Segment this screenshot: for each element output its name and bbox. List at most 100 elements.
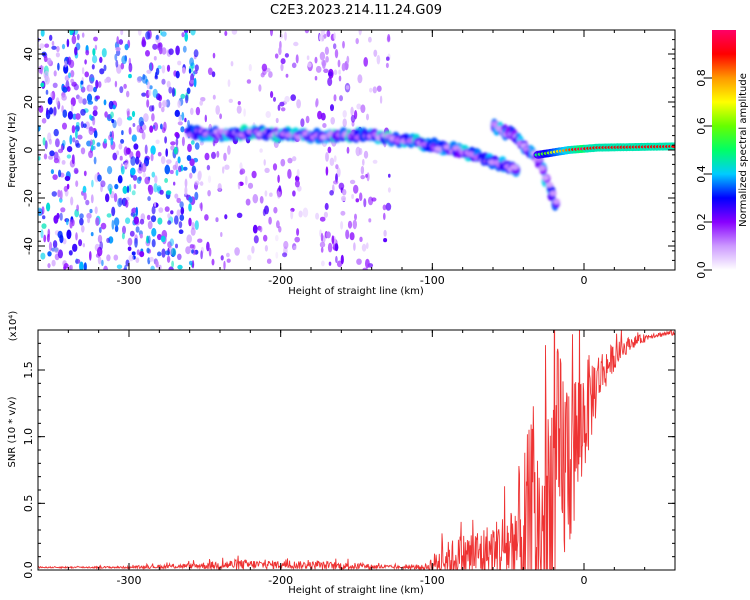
heatmap-cell xyxy=(105,193,110,203)
heatmap-cell xyxy=(132,175,138,181)
heatmap-cell xyxy=(160,123,163,130)
heatmap-cell xyxy=(141,36,146,47)
snr-panel: -300 -200 -100 0 0.0 0.5 1.0 1.5 Height of stra… xyxy=(7,311,676,596)
heatmap-cell xyxy=(151,171,156,178)
heatmap-cell xyxy=(113,217,120,227)
heatmap-cell xyxy=(335,255,338,264)
heatmap-cell xyxy=(191,165,196,174)
heatmap-cell xyxy=(53,128,59,137)
heatmap-cell xyxy=(354,213,357,221)
heatmap-cell xyxy=(350,106,354,117)
heatmap-cell xyxy=(264,190,268,197)
heatmap-cell xyxy=(383,212,386,220)
heatmap-cell xyxy=(52,174,58,181)
heatmap-cell xyxy=(47,228,51,238)
heatmap-cell xyxy=(302,207,309,218)
colorbar-tick-label: 0.0 xyxy=(695,261,708,279)
heatmap-cell xyxy=(141,131,146,140)
heatmap-cell xyxy=(363,198,367,208)
heatmap-cell xyxy=(93,105,98,111)
heatmap-cell xyxy=(165,148,168,157)
heatmap-cell xyxy=(103,64,107,72)
heatmap-cell xyxy=(48,241,53,251)
heatmap-cell xyxy=(298,210,303,218)
heatmap-cell xyxy=(104,111,108,118)
heatmap-cell xyxy=(146,214,151,220)
heatmap-cell xyxy=(305,115,310,124)
heatmap-cell xyxy=(138,116,144,127)
heatmap-cell xyxy=(116,150,119,156)
heatmap-cell xyxy=(211,71,216,78)
heatmap-cell xyxy=(179,214,185,221)
heatmap-cell xyxy=(327,146,332,154)
heatmap-cell xyxy=(186,234,192,244)
heatmap-cell xyxy=(60,145,64,152)
heatmap-cell xyxy=(184,117,187,123)
heatmap-cell xyxy=(200,202,203,212)
heatmap-cell xyxy=(386,56,390,61)
heatmap-cell xyxy=(82,185,87,194)
heatmap-cell xyxy=(141,162,147,173)
heatmap-cell xyxy=(175,160,179,171)
spectrogram-y-tick-label: 20 xyxy=(22,95,35,109)
heatmap-cell xyxy=(65,80,70,90)
heatmap-cell xyxy=(147,184,152,193)
heatmap-cell xyxy=(68,72,71,79)
heatmap-cell xyxy=(280,58,286,65)
heatmap-cell xyxy=(363,57,369,67)
heatmap-cell xyxy=(150,145,156,155)
heatmap-cell xyxy=(168,86,173,94)
heatmap-cell xyxy=(151,105,155,112)
heatmap-cell xyxy=(89,85,94,92)
heatmap-cell xyxy=(336,167,341,178)
heatmap-cell xyxy=(306,55,310,60)
heatmap-cell xyxy=(57,249,64,259)
heatmap-cell xyxy=(93,36,98,42)
heatmap-cell xyxy=(91,179,94,188)
heatmap-cell xyxy=(144,144,148,155)
heatmap-cell xyxy=(139,218,145,225)
heatmap-cell xyxy=(236,212,243,218)
heatmap-cell xyxy=(169,169,174,175)
heatmap-cell xyxy=(94,44,98,51)
heatmap-cell xyxy=(111,206,116,217)
heatmap-cell xyxy=(68,250,73,256)
heatmap-cell xyxy=(164,178,169,183)
heatmap-cell xyxy=(180,206,185,215)
heatmap-cell xyxy=(342,40,345,49)
heatmap-cell xyxy=(180,93,186,99)
heatmap-cell xyxy=(134,237,138,248)
heatmap-cell xyxy=(347,220,353,229)
heatmap-cell xyxy=(106,254,111,262)
heatmap-cell xyxy=(70,97,76,107)
heatmap-cell xyxy=(91,64,95,70)
heatmap-cell xyxy=(335,164,339,170)
heatmap-cell xyxy=(387,187,391,193)
heatmap-cell xyxy=(195,106,201,116)
heatmap-cell xyxy=(54,247,60,254)
heatmap-cell xyxy=(185,94,189,104)
heatmap-cell xyxy=(92,48,96,56)
heatmap-cell xyxy=(75,258,81,264)
heatmap-cell xyxy=(197,238,203,243)
heatmap-cell xyxy=(285,73,289,78)
spectrogram-x-tick-label: -300 xyxy=(117,274,142,287)
heatmap-cell xyxy=(42,137,46,146)
heatmap-cell xyxy=(82,98,87,105)
heatmap-cell xyxy=(69,218,73,229)
heatmap-cell xyxy=(82,123,87,128)
heatmap-cell xyxy=(83,262,87,270)
heatmap-cell xyxy=(223,260,226,270)
heatmap-cell xyxy=(353,184,359,194)
heatmap-cell xyxy=(199,141,204,146)
heatmap-cell xyxy=(356,103,362,110)
heatmap-cell xyxy=(69,30,75,34)
heatmap-cell xyxy=(66,146,73,153)
heatmap-cell xyxy=(206,164,211,171)
heatmap-cell xyxy=(48,155,54,160)
spectrogram-heatmap xyxy=(38,30,675,270)
heatmap-cell xyxy=(147,196,151,202)
heatmap-cell xyxy=(136,249,140,256)
heatmap-cell xyxy=(51,45,57,50)
